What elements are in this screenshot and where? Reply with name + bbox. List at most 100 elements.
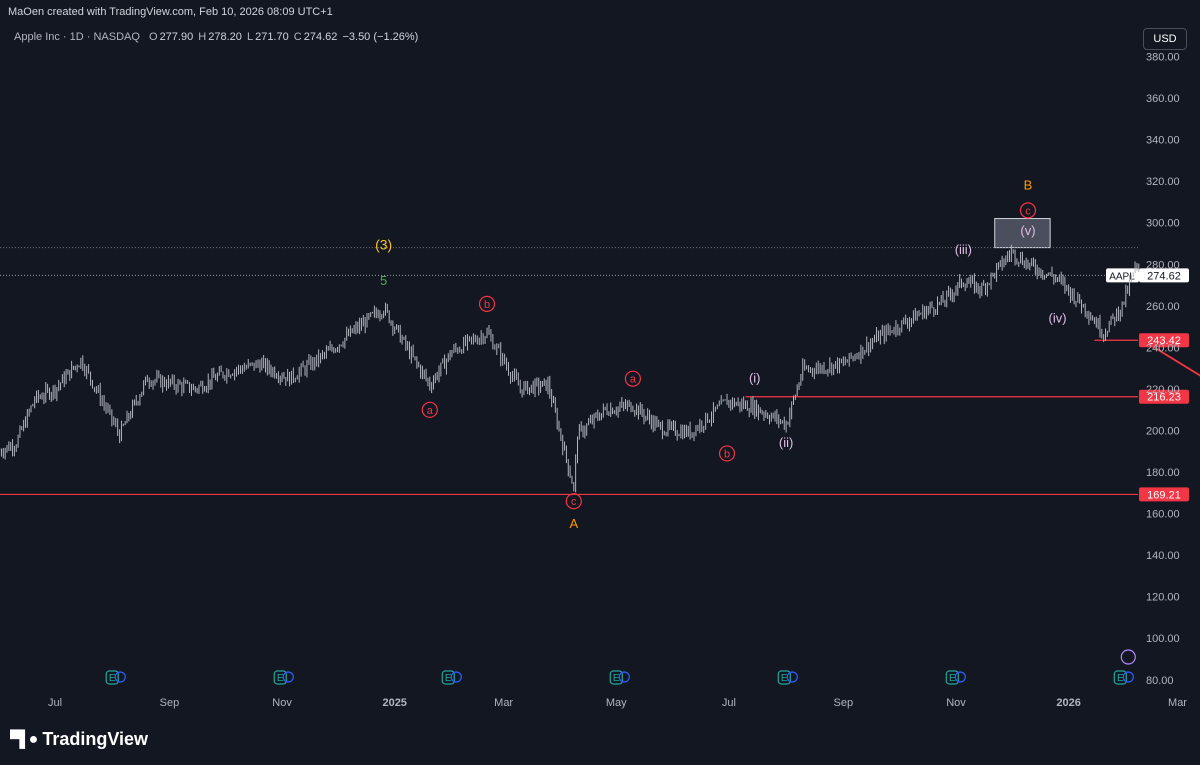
symbol-legend[interactable]: Apple Inc · 1D · NASDAQ O 277.90 H 278.20 …: [14, 31, 420, 43]
earnings-event-badge[interactable]: [1113, 670, 1127, 685]
x-tick-label: Jul: [48, 697, 62, 709]
level-price-label: 216.23: [1147, 392, 1181, 404]
price-chart[interactable]: 38.20% (161.06)50.00% (130.32) 243.42216…: [0, 0, 1200, 718]
dividend-event-icon[interactable]: [1122, 671, 1134, 683]
earnings-event-label: E: [1117, 673, 1124, 684]
y-tick-label: 180.00: [1146, 467, 1180, 479]
x-tick-label: 2026: [1056, 697, 1080, 709]
wave-label: (iii): [955, 242, 972, 257]
dividend-event-icon[interactable]: [282, 671, 294, 683]
dividend-event-icon[interactable]: [114, 671, 126, 683]
wave-label-circle: [624, 370, 641, 387]
wave-label-circle: [565, 493, 582, 510]
level-price-tag: [1139, 333, 1189, 348]
x-tick-label: Nov: [272, 697, 292, 709]
y-tick-label: 220.00: [1146, 384, 1180, 396]
y-tick-label: 300.00: [1146, 218, 1180, 230]
wave-label: a: [427, 405, 434, 417]
earnings-event-label: E: [445, 673, 452, 684]
earnings-event-label: E: [781, 673, 788, 684]
wave-label: (v): [1020, 223, 1035, 238]
attribution-text: MaOen created with TradingView.com, Feb …: [8, 6, 333, 18]
y-tick-label: 80.00: [1146, 675, 1174, 687]
y-tick-label: 140.00: [1146, 550, 1180, 562]
y-tick-label: 200.00: [1146, 425, 1180, 437]
high-value: 278.20: [208, 31, 242, 43]
y-tick-label: 100.00: [1146, 633, 1180, 645]
y-tick-label: 120.00: [1146, 592, 1180, 604]
level-price-tag: [1139, 487, 1189, 502]
open-value: 277.90: [159, 31, 194, 43]
last-price-label: 274.62: [1147, 270, 1181, 282]
wave-b-box: [994, 218, 1051, 249]
tradingview-mark-icon: ▀▌●: [10, 730, 38, 748]
wave-label: 5: [380, 273, 387, 288]
y-tick-label: 240.00: [1146, 342, 1180, 354]
wave-label: (3): [375, 237, 392, 253]
wave-label: B: [1024, 177, 1033, 192]
dividend-event-icon[interactable]: [954, 671, 966, 683]
wave-label: A: [569, 516, 578, 531]
earnings-event-label: E: [613, 673, 620, 684]
split-event-icon[interactable]: [1120, 649, 1136, 665]
y-tick-label: 380.00: [1146, 52, 1180, 64]
y-tick-label: 340.00: [1146, 135, 1180, 147]
wave-label: (i): [749, 371, 761, 386]
close-label: C: [293, 31, 302, 43]
wave-label: (ii): [779, 435, 793, 450]
earnings-event-badge[interactable]: [105, 670, 119, 685]
wave-label-circle: [421, 401, 438, 418]
last-price-tag: [1139, 268, 1189, 283]
earnings-event-badge[interactable]: [777, 670, 791, 685]
x-tick-label: Nov: [946, 697, 966, 709]
x-tick-label: Mar: [1168, 697, 1187, 709]
currency-button[interactable]: USD: [1143, 28, 1187, 50]
close-value: 274.62: [303, 31, 338, 43]
wave-label-circle: [718, 445, 736, 462]
symbol-name[interactable]: Apple Inc · 1D · NASDAQ: [14, 31, 140, 43]
level-price-tag: [1139, 389, 1189, 404]
open-label: O: [149, 31, 158, 43]
wave-label: c: [571, 496, 577, 508]
symbol-tag-label: AAPL: [1109, 271, 1135, 282]
earnings-event-label: E: [109, 673, 116, 684]
x-tick-label: Sep: [834, 697, 854, 709]
wave-label: b: [484, 299, 490, 311]
y-tick-label: 360.00: [1146, 93, 1180, 105]
earnings-event-label: E: [277, 673, 284, 684]
x-tick-label: Jul: [722, 697, 736, 709]
level-price-label: 169.21: [1147, 489, 1181, 501]
dividend-event-icon[interactable]: [450, 671, 462, 683]
wave-label: a: [630, 374, 637, 386]
low-label: L: [246, 31, 254, 43]
wave-label: c: [1025, 205, 1031, 217]
dividend-event-icon[interactable]: [786, 671, 798, 683]
dividend-event-icon[interactable]: [618, 671, 630, 683]
wave-label-circle: [478, 295, 496, 312]
y-tick-label: 260.00: [1146, 301, 1180, 313]
earnings-event-badge[interactable]: [945, 670, 959, 685]
tradingview-logo[interactable]: ▀▌● TradingView: [10, 729, 148, 750]
wave-label: b: [724, 448, 730, 460]
attribution-bar: MaOen created with TradingView.com, Feb …: [0, 0, 1200, 24]
earnings-event-badge[interactable]: [273, 670, 287, 685]
level-price-label: 243.42: [1147, 335, 1181, 347]
x-tick-label: Sep: [160, 697, 180, 709]
earnings-event-badge[interactable]: [609, 670, 623, 685]
earnings-event-label: E: [949, 673, 956, 684]
projection-down-path: [1141, 339, 1200, 377]
change-value: −3.50 (−1.26%): [342, 31, 419, 43]
symbol-price-tag: [1106, 268, 1139, 283]
earnings-event-badge[interactable]: [441, 670, 455, 685]
wave-label: (iv): [1048, 310, 1066, 325]
low-value: 271.70: [255, 31, 289, 43]
brand-text: TradingView: [42, 729, 149, 749]
wave-label-circle: [1019, 202, 1037, 219]
footer-bar: [0, 718, 1200, 765]
x-tick-label: May: [606, 697, 627, 709]
x-tick-label: 2025: [382, 697, 406, 709]
y-tick-label: 160.00: [1146, 509, 1180, 521]
high-label: H: [198, 31, 207, 43]
y-tick-label: 280.00: [1146, 259, 1180, 271]
x-tick-label: Mar: [494, 697, 513, 709]
